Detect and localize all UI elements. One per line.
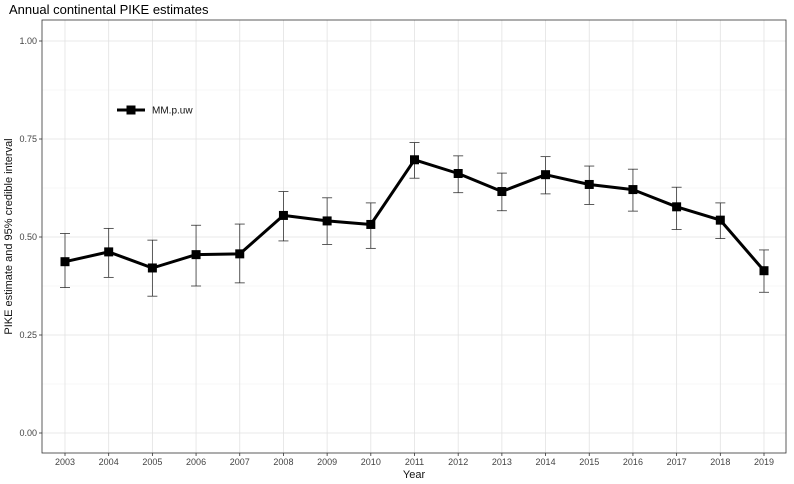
x-tick-label: 2005 [142, 457, 162, 467]
y-axis: 0.00 0.25 0.50 0.75 1.00 [19, 36, 42, 438]
data-point [584, 179, 594, 189]
x-tick-label: 2006 [186, 457, 206, 467]
data-point [453, 168, 463, 178]
data-point [235, 249, 245, 259]
x-tick-label: 2003 [55, 457, 75, 467]
data-point [104, 247, 114, 257]
x-tick-label: 2008 [273, 457, 293, 467]
x-tick-label: 2012 [448, 457, 468, 467]
data-point [759, 266, 769, 276]
plot-panel-border [41, 19, 787, 454]
data-point [60, 257, 70, 267]
data-point [366, 219, 376, 229]
data-point [628, 185, 638, 195]
x-tick-label: 2013 [492, 457, 512, 467]
series-points [60, 155, 769, 276]
x-tick-label: 2017 [667, 457, 687, 467]
data-point [278, 210, 288, 220]
minor-grid [42, 89, 786, 385]
y-tick-label: 0.50 [19, 232, 37, 242]
x-tick-label: 2009 [317, 457, 337, 467]
data-point [497, 187, 507, 197]
x-tick-label: 2016 [623, 457, 643, 467]
y-tick-label: 0.00 [19, 428, 37, 438]
x-tick-label: 2011 [405, 457, 424, 467]
y-tick-label: 1.00 [19, 36, 37, 46]
legend-label: MM.p.uw [152, 106, 193, 117]
data-point [147, 263, 157, 273]
x-tick-label: 2019 [754, 457, 774, 467]
data-point [541, 170, 551, 180]
x-tick-label: 2007 [230, 457, 250, 467]
data-point [672, 202, 682, 212]
data-point [191, 250, 201, 260]
chart-title: Annual continental PIKE estimates [9, 2, 209, 17]
x-tick-label: 2018 [710, 457, 730, 467]
legend: MM.p.uw [117, 105, 193, 117]
data-point [322, 216, 332, 226]
y-tick-label: 0.25 [19, 330, 37, 340]
data-point [715, 215, 725, 225]
y-tick-label: 0.75 [19, 134, 37, 144]
x-tick-label: 2010 [361, 457, 381, 467]
data-point [410, 155, 419, 165]
legend-marker-key [126, 105, 136, 115]
x-axis-title: Year [403, 469, 426, 481]
y-axis-title: PIKE estimate and 95% credible interval [3, 138, 15, 334]
x-tick-label: 2015 [579, 457, 599, 467]
x-tick-label: 2004 [99, 457, 119, 467]
major-grid [42, 20, 786, 453]
x-axis: 2003 2004 2005 2006 2007 2008 2009 2010 2011 2012… [55, 453, 774, 467]
x-tick-label: 2014 [536, 457, 556, 467]
